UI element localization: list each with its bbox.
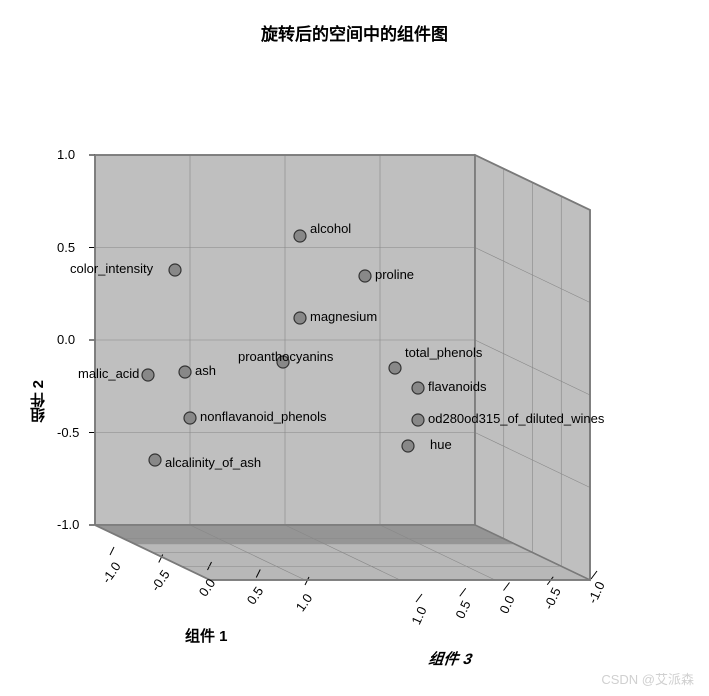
y-tick: 0.0	[57, 332, 75, 347]
point-label: hue	[430, 437, 452, 452]
point-label: magnesium	[310, 309, 377, 324]
point-label: od280od315_of_diluted_wines	[428, 411, 604, 426]
axis1-label: 组件 1	[185, 625, 228, 646]
axis2-label: 组件 2	[28, 380, 49, 423]
point-label: proanthocyanins	[238, 349, 333, 364]
watermark: CSDN @艾派森	[601, 669, 694, 688]
point-label: malic_acid	[78, 366, 139, 381]
point-label: ash	[195, 363, 216, 378]
point-label: color_intensity	[70, 261, 153, 276]
y-tick: -1.0	[57, 517, 79, 532]
point-label: alcohol	[310, 221, 351, 236]
point-label: flavanoids	[428, 379, 487, 394]
y-tick: 0.5	[57, 240, 75, 255]
point-label: proline	[375, 267, 414, 282]
point-label: total_phenols	[405, 345, 482, 360]
y-tick: -0.5	[57, 425, 79, 440]
axis3-label: 组件 3	[426, 648, 476, 669]
y-tick: 1.0	[57, 147, 75, 162]
point-label: nonflavanoid_phenols	[200, 409, 327, 424]
point-label: alcalinity_of_ash	[165, 455, 261, 470]
chart-container: 旋转后的空间中的组件图 组件 2 组件 1 组件 3 -1.0-0.50.00.…	[0, 0, 709, 696]
